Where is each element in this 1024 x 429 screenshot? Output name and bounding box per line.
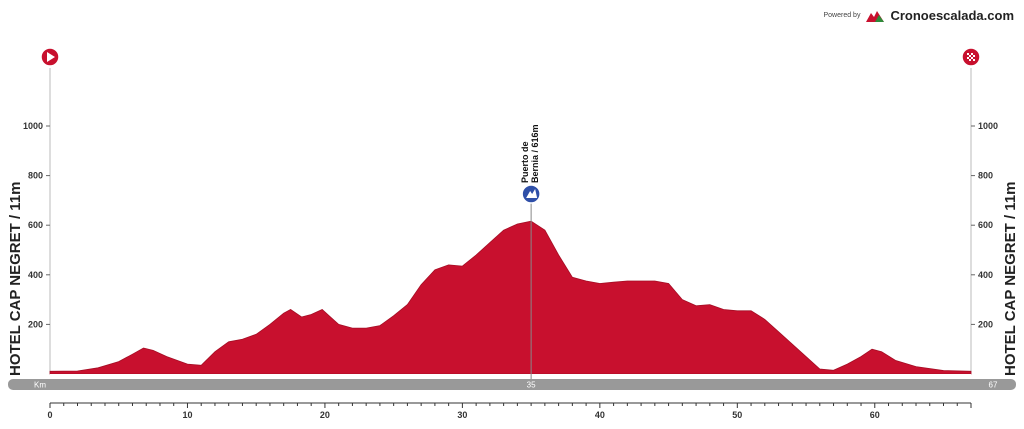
x-tick-label: 60: [870, 410, 880, 420]
climb-name-line2: Bernia / 616m: [530, 124, 540, 183]
finish-checker-cell: [973, 55, 975, 57]
y-tick-label-right: 600: [978, 220, 993, 230]
finish-checker-cell: [973, 59, 975, 61]
marker-layer: Puerto deBernia / 616m: [40, 47, 981, 379]
y-tick-label-left: 1000: [23, 121, 43, 131]
finish-checker-cell: [971, 57, 973, 59]
y-tick-label-left: 200: [28, 319, 43, 329]
y-tick-label-right: 400: [978, 270, 993, 280]
y-tick-label-right: 200: [978, 319, 993, 329]
band-label-left: Km: [34, 381, 46, 390]
finish-checker-cell: [969, 55, 971, 57]
mountain-logo-icon: [866, 10, 885, 22]
band-label-right: 67: [989, 381, 998, 390]
climb-name-label: Puerto deBernia / 616m: [520, 124, 540, 183]
km-band: [8, 379, 1016, 390]
finish-checker-cell: [967, 57, 969, 59]
x-tick-label: 50: [732, 410, 742, 420]
x-tick-label: 40: [595, 410, 605, 420]
brand-name: Cronoescalada.com: [890, 8, 1014, 23]
powered-by-text: Powered by: [823, 12, 861, 19]
climb-mountain-glyph: [526, 189, 538, 198]
band-label-mid: 35: [527, 381, 536, 390]
x-tick-label: 10: [182, 410, 192, 420]
profile-area-layer: [49, 220, 972, 378]
grid-layer: 200 200 400 400 600 600 800 800 1000 1000: [23, 68, 998, 374]
axis-layer: 0 10 20 30 40 50 60: [47, 402, 972, 420]
start-play-glyph: [47, 52, 55, 62]
road-ribbon: [50, 374, 971, 378]
brand: Powered by Cronoescalada.com: [823, 8, 1014, 23]
y-tick-label-right: 1000: [978, 121, 998, 131]
finish-checker-cell: [967, 53, 969, 55]
finish-checker-cell: [971, 53, 973, 55]
climb-name-line1: Puerto de: [520, 141, 530, 183]
profile-area: [49, 220, 972, 375]
y-tick-label-left: 800: [28, 171, 43, 181]
finish-location-label: HOTEL CAP NEGRET / 11m: [1002, 181, 1019, 377]
km-band-layer: Km 35 67: [8, 379, 1016, 390]
x-tick-label: 20: [320, 410, 330, 420]
x-tick-label: 30: [457, 410, 467, 420]
y-tick-label-right: 800: [978, 171, 993, 181]
finish-checker-cell: [969, 59, 971, 61]
x-tick-label: 0: [47, 410, 52, 420]
start-location-label: HOTEL CAP NEGRET / 11m: [7, 181, 24, 377]
y-tick-label-left: 400: [28, 270, 43, 280]
y-tick-label-left: 600: [28, 220, 43, 230]
